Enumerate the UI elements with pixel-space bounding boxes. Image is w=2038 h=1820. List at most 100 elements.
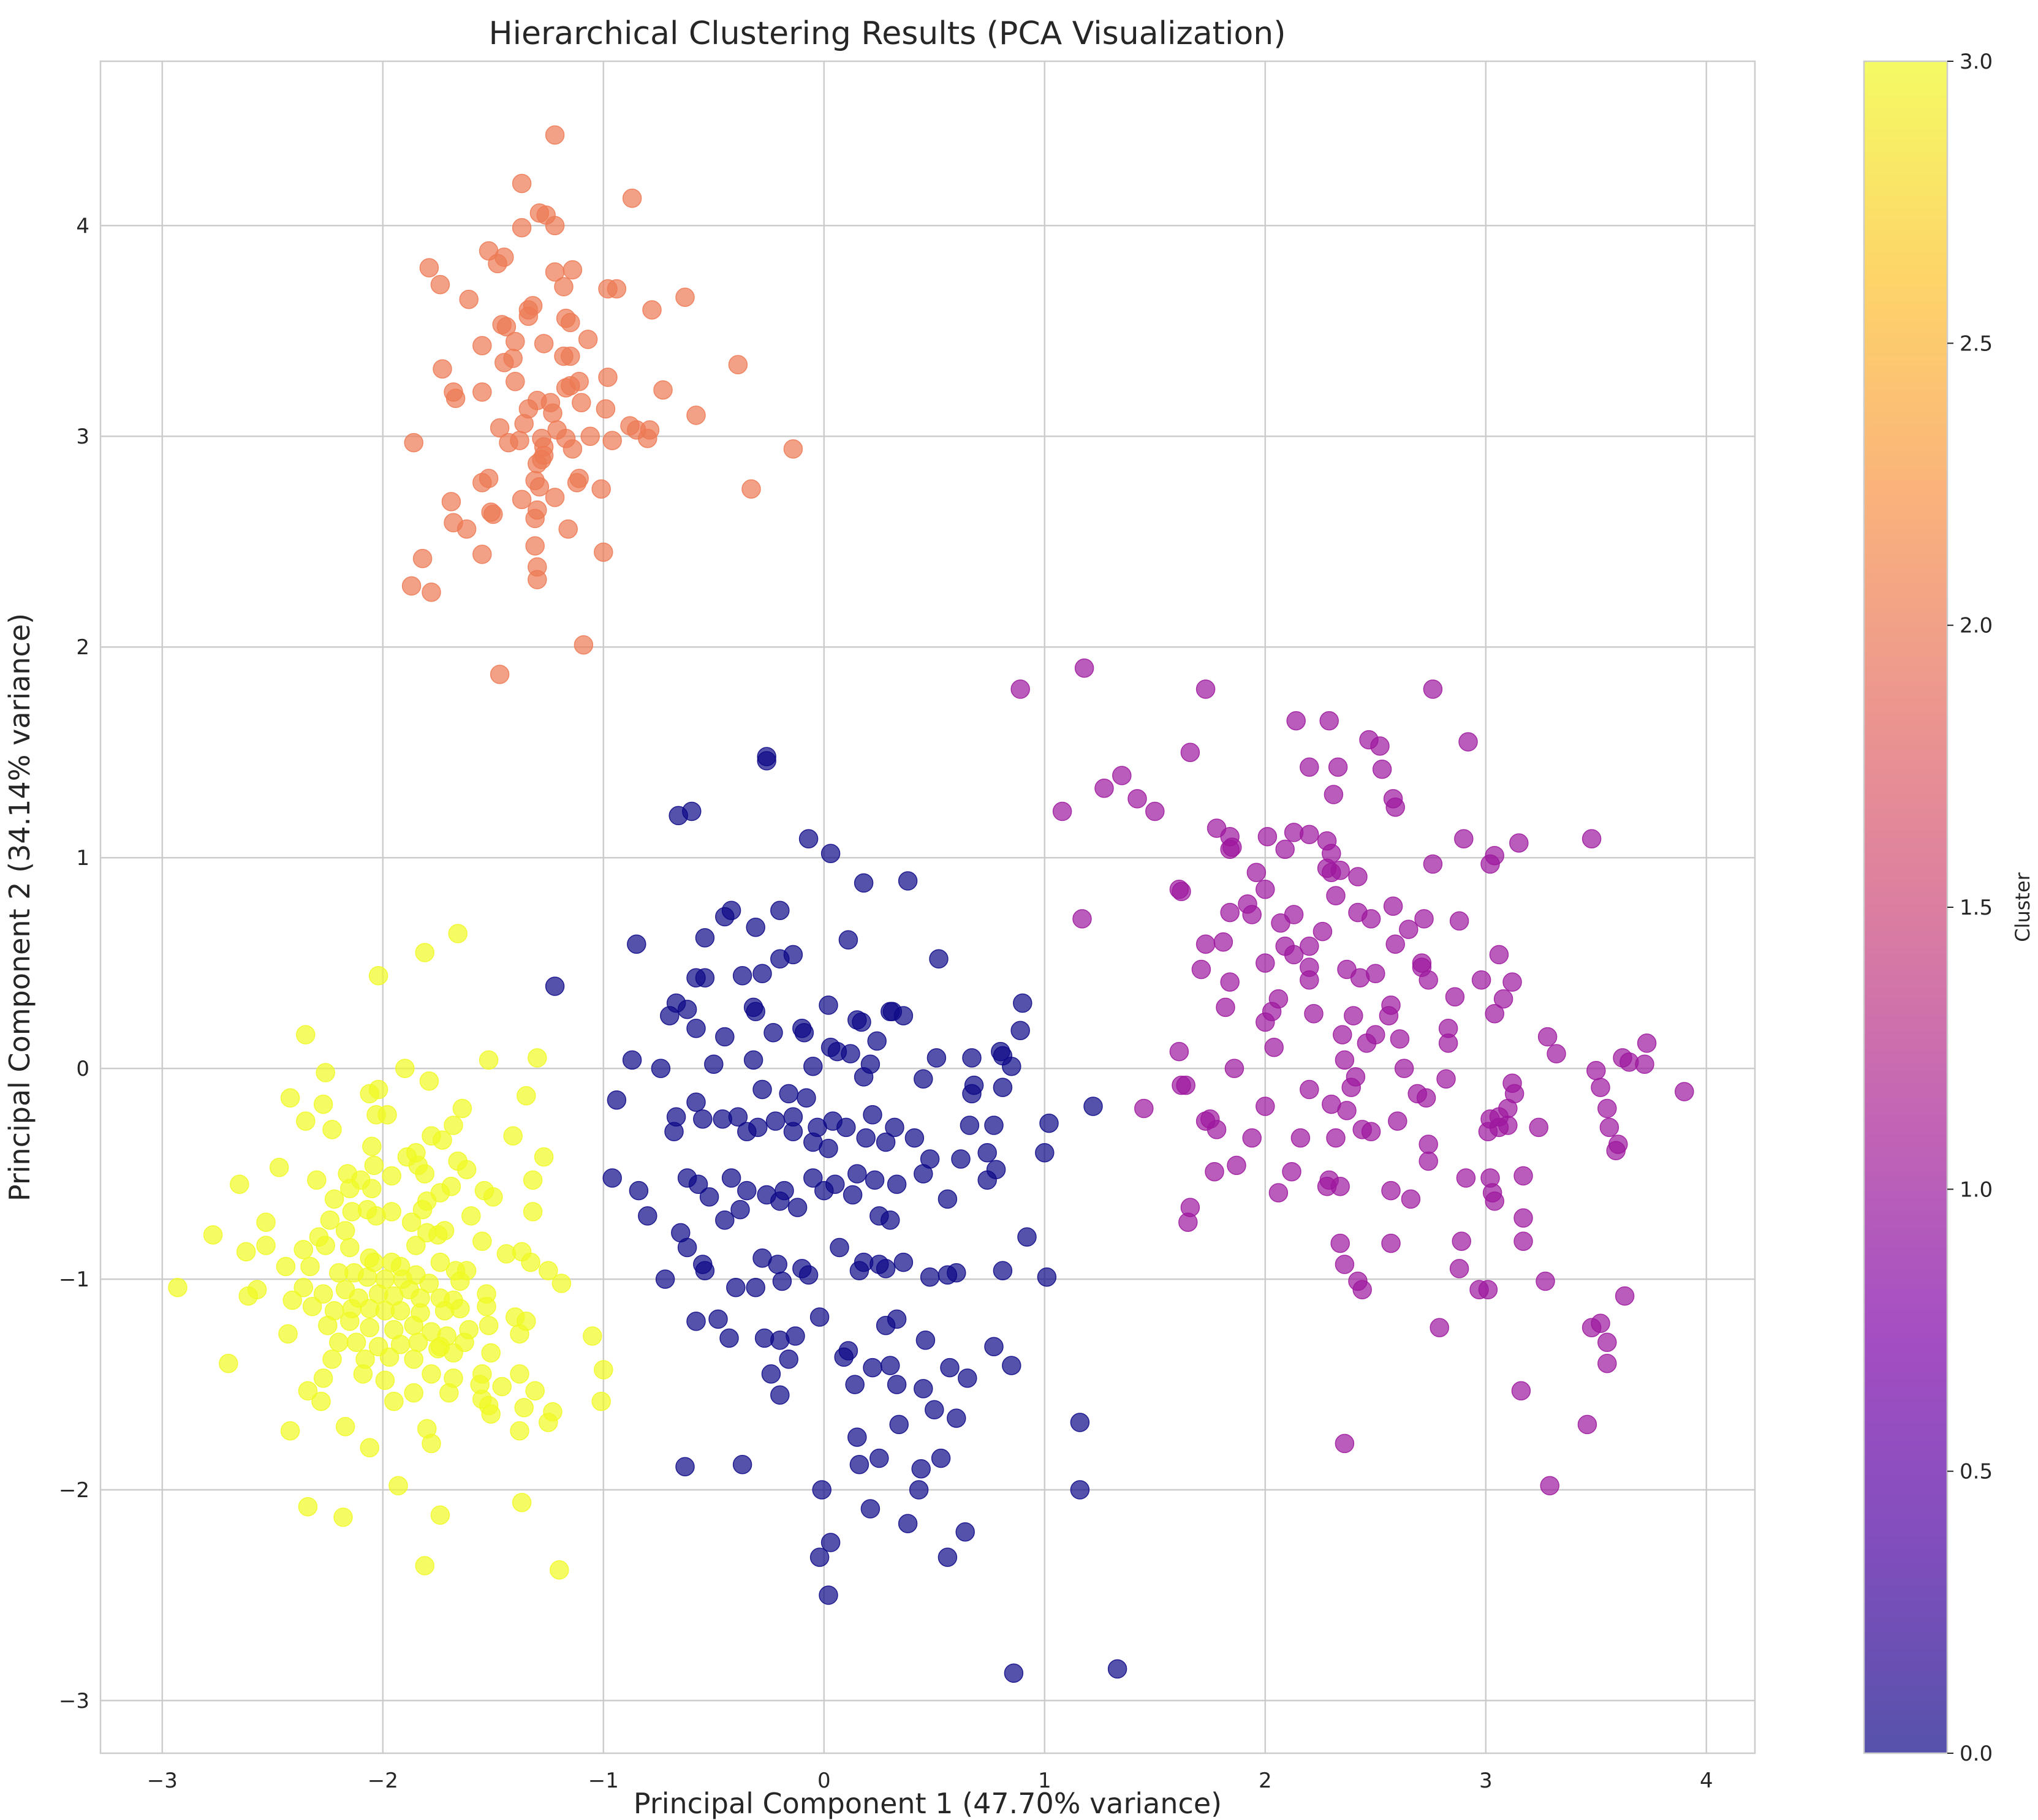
data-point (1246, 863, 1267, 882)
data-point (695, 968, 715, 987)
data-point (1304, 1003, 1324, 1024)
data-point (282, 1290, 302, 1310)
data-point (852, 1012, 871, 1032)
data-point (1350, 968, 1370, 987)
data-point (1615, 1286, 1635, 1306)
data-point (856, 1128, 876, 1148)
data-point (809, 1307, 830, 1327)
data-point (1070, 1413, 1090, 1432)
data-point (1423, 854, 1443, 874)
data-point (512, 217, 532, 238)
data-point (441, 492, 461, 512)
data-point (276, 1256, 296, 1277)
data-point (809, 1547, 830, 1567)
data-point (889, 1414, 909, 1435)
data-point (479, 1316, 499, 1335)
data-point (415, 1164, 434, 1184)
data-point (627, 934, 646, 954)
data-point (1002, 1056, 1021, 1076)
data-point (422, 1364, 441, 1384)
data-point (865, 1170, 885, 1190)
data-point (598, 368, 618, 387)
data-point (1416, 1088, 1436, 1108)
data-point (492, 1376, 512, 1397)
data-point (1547, 1044, 1566, 1063)
data-point (1176, 1075, 1195, 1095)
data-point (452, 1098, 472, 1119)
data-point (841, 1044, 860, 1063)
data-point (488, 254, 507, 273)
data-point (479, 1050, 499, 1070)
data-point (1275, 839, 1295, 859)
x-tick-label: 2 (1259, 1769, 1272, 1793)
data-point (1478, 1122, 1498, 1142)
data-point (1540, 1476, 1559, 1495)
data-point (752, 1079, 772, 1100)
data-point (1390, 1029, 1410, 1049)
data-point (545, 488, 565, 507)
data-point (280, 1421, 300, 1441)
data-point (1385, 797, 1405, 817)
data-point (1074, 658, 1094, 678)
data-point (335, 1417, 355, 1437)
data-point (1502, 972, 1522, 992)
data-point (551, 1274, 572, 1293)
data-point (238, 1286, 258, 1306)
data-point (353, 1364, 373, 1384)
data-point (686, 406, 706, 425)
data-point (1195, 934, 1216, 954)
data-point (1509, 833, 1529, 853)
data-point (746, 1002, 765, 1022)
data-point (812, 1480, 831, 1500)
data-point (512, 173, 532, 194)
data-point (1341, 1078, 1361, 1097)
data-point (477, 1297, 496, 1316)
data-point (532, 450, 551, 469)
data-point (1399, 919, 1419, 939)
data-point (1300, 936, 1319, 956)
data-point (490, 418, 510, 438)
data-point (561, 312, 580, 333)
plot-frame (99, 60, 1756, 1754)
data-point (746, 917, 765, 937)
data-point (415, 1556, 434, 1576)
data-point (838, 1341, 858, 1361)
data-point (1414, 909, 1434, 929)
data-point (472, 336, 492, 356)
data-point (412, 548, 433, 568)
data-point (422, 1433, 441, 1454)
data-point (404, 1383, 423, 1403)
data-point (572, 393, 591, 412)
cluster-0-points (545, 747, 1127, 1683)
data-point (298, 1381, 318, 1401)
data-point (514, 413, 534, 434)
data-point (1430, 1318, 1449, 1337)
data-point (561, 346, 580, 366)
data-point (819, 1585, 838, 1605)
x-tick-label: 1 (1038, 1769, 1051, 1793)
data-point (715, 1027, 735, 1047)
data-point (721, 1168, 741, 1188)
x-tick-label: 0 (817, 1769, 831, 1793)
data-point (514, 1398, 534, 1418)
data-point (517, 1086, 536, 1106)
data-point (300, 1256, 320, 1277)
data-point (984, 1337, 1004, 1356)
data-point (395, 1059, 415, 1078)
data-point (390, 1301, 411, 1321)
data-point (298, 1497, 318, 1517)
data-point (854, 873, 874, 893)
data-point (984, 1116, 1004, 1135)
data-point (887, 1174, 907, 1195)
data-point (728, 355, 748, 375)
data-point (732, 966, 752, 986)
data-point (765, 1111, 786, 1131)
cluster-3-points (168, 924, 613, 1580)
data-point (1344, 1006, 1363, 1025)
data-point (914, 1164, 933, 1184)
data-point (523, 1170, 543, 1190)
data-point (849, 1455, 869, 1475)
data-point (506, 372, 525, 391)
data-point (1300, 757, 1319, 777)
data-point (1511, 1381, 1531, 1401)
